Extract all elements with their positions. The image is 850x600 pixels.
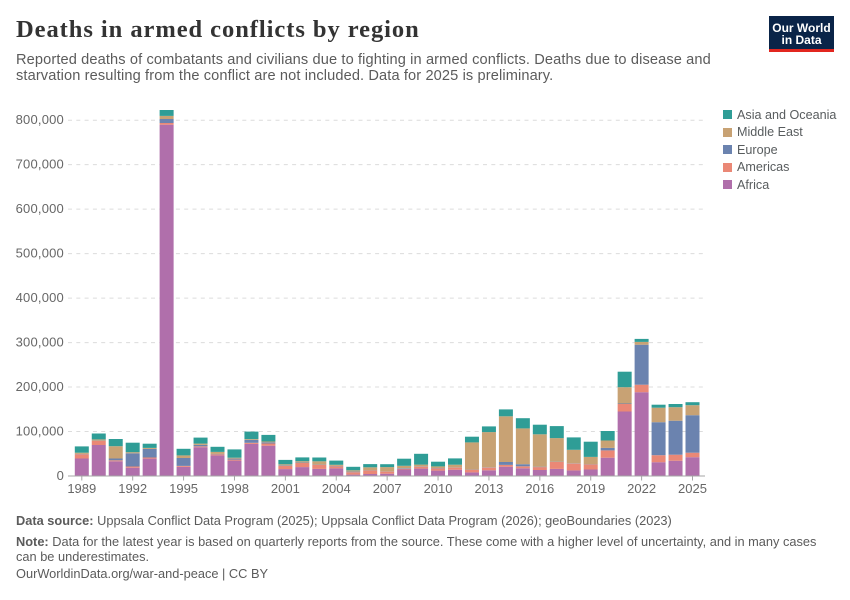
svg-text:1995: 1995 (169, 481, 198, 496)
svg-text:1992: 1992 (118, 481, 147, 496)
svg-text:2001: 2001 (271, 481, 300, 496)
svg-text:200,000: 200,000 (16, 379, 64, 394)
svg-text:2010: 2010 (424, 481, 453, 496)
svg-text:100,000: 100,000 (16, 423, 64, 438)
svg-text:2019: 2019 (576, 481, 605, 496)
svg-text:2025: 2025 (678, 481, 707, 496)
svg-text:300,000: 300,000 (16, 335, 64, 350)
svg-text:2016: 2016 (525, 481, 554, 496)
svg-text:600,000: 600,000 (16, 201, 64, 216)
svg-text:500,000: 500,000 (16, 246, 64, 261)
svg-text:2013: 2013 (474, 481, 503, 496)
svg-text:0: 0 (57, 468, 64, 483)
svg-text:2007: 2007 (373, 481, 402, 496)
svg-text:2022: 2022 (627, 481, 656, 496)
svg-text:800,000: 800,000 (16, 112, 64, 127)
svg-text:700,000: 700,000 (16, 157, 64, 172)
svg-text:1998: 1998 (220, 481, 249, 496)
svg-text:400,000: 400,000 (16, 290, 64, 305)
svg-text:2004: 2004 (322, 481, 351, 496)
svg-text:1989: 1989 (67, 481, 96, 496)
